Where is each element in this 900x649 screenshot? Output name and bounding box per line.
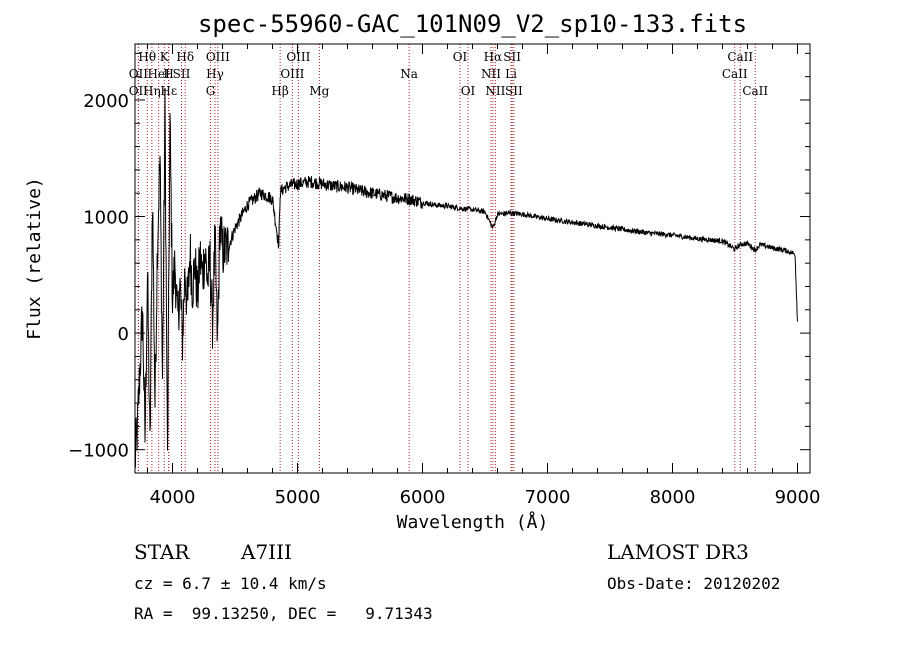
line-label-10: H — [163, 67, 173, 81]
x-tick-label-7000: 7000 — [525, 487, 571, 508]
y-tick-label-2000: 2000 — [83, 91, 129, 112]
plot-frame — [134, 43, 811, 474]
line-label-22: G — [206, 84, 216, 98]
line-label-9: OII — [129, 67, 149, 81]
line-label-24: Mg — [309, 84, 329, 98]
ra-dec: RA = 99.13250, DEC = 9.71343 — [134, 604, 433, 623]
line-label-17: Li — [505, 67, 517, 81]
redshift-cz: cz = 6.7 ± 10.4 km/s — [134, 574, 327, 593]
line-label-14: OIII — [280, 67, 304, 81]
spectrum-chart: spec-55960-GAC_101N09_V2_sp10-133.fits 4… — [24, 10, 821, 533]
line-label-15: Na — [400, 67, 418, 81]
y-axis-label: Flux (relative) — [24, 177, 45, 340]
chart-title: spec-55960-GAC_101N09_V2_sp10-133.fits — [198, 10, 747, 38]
line-label-28: CaII — [742, 84, 768, 98]
line-label-26: NII — [485, 84, 505, 98]
observation-date: Obs-Date: 20120202 — [607, 574, 781, 593]
line-label-1: K — [160, 50, 170, 64]
line-label-20: Hη — [143, 84, 161, 98]
line-label-5: OI — [453, 50, 468, 64]
x-tick-label-9000: 9000 — [775, 487, 821, 508]
line-label-16: NII — [481, 67, 501, 81]
x-tick-label-6000: 6000 — [400, 487, 446, 508]
y-tick-label-1000: 1000 — [83, 208, 129, 229]
line-label-8: CaII — [727, 50, 753, 64]
line-label-6: Hα — [484, 50, 503, 64]
line-label-12: SII — [173, 67, 191, 81]
line-label-21: Hε — [160, 84, 177, 98]
object-subclass: A7III — [241, 540, 292, 564]
x-axis-label: Wavelength (Å) — [397, 511, 549, 533]
line-label-13: Hγ — [206, 67, 224, 81]
line-label-18: CaII — [722, 67, 748, 81]
line-label-23: Hβ — [271, 84, 288, 98]
line-label-25: OI — [461, 84, 476, 98]
y-tick-label--1000: −1000 — [68, 441, 129, 462]
y-axis-ticks: −1000 0 1000 2000 — [68, 52, 810, 462]
x-tick-label-8000: 8000 — [650, 487, 696, 508]
spectrum-line — [134, 87, 798, 468]
line-label-2: Hδ — [176, 50, 194, 64]
line-label-27: SII — [505, 84, 523, 98]
x-tick-label-5000: 5000 — [275, 487, 321, 508]
line-label-7: SII — [503, 50, 521, 64]
x-axis-ticks: 4000 5000 6000 7000 8000 9000 — [147, 44, 821, 508]
spectrum-series — [134, 87, 798, 468]
line-label-4: OIII — [286, 50, 310, 64]
x-tick-label-4000: 4000 — [150, 487, 196, 508]
survey-name: LAMOST DR3 — [607, 540, 749, 564]
line-label-0: Hθ — [138, 50, 156, 64]
line-label-19: OII — [129, 84, 149, 98]
object-class: STAR — [134, 540, 190, 564]
y-tick-label-0: 0 — [118, 324, 129, 345]
line-label-3: OIII — [206, 50, 230, 64]
line-label-11: HeI — [147, 67, 170, 81]
spectral-line-markers — [137, 44, 756, 473]
